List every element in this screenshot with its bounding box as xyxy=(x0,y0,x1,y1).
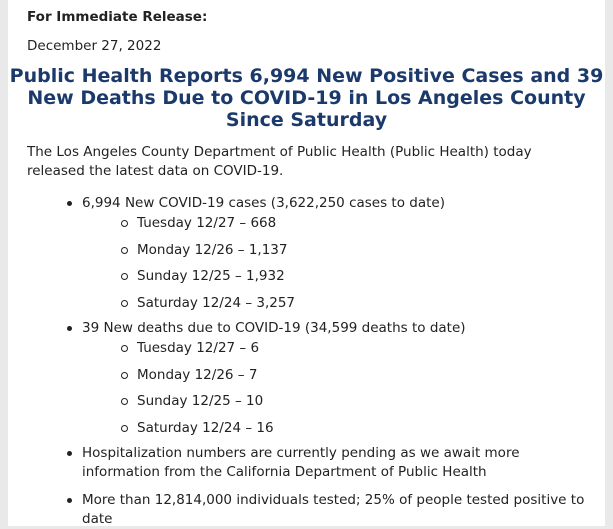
cases-by-day-list: Tuesday 12/27 – 668 Monday 12/26 – 1,137… xyxy=(82,214,597,320)
bullet-text: 39 New deaths due to COVID-19 (34,599 de… xyxy=(82,320,466,336)
deaths-by-day-list: Tuesday 12/27 – 6 Monday 12/26 – 7 Sunda… xyxy=(82,339,597,445)
bullet-new-cases: 6,994 New COVID-19 cases (3,622,250 case… xyxy=(27,194,597,319)
headline: Public Health Reports 6,994 New Positive… xyxy=(9,65,604,131)
sub-list-item: Tuesday 12/27 – 6 xyxy=(82,339,597,366)
bullet-hospitalization: Hospitalization numbers are currently pe… xyxy=(27,444,597,491)
sub-list-item: Sunday 12/25 – 1,932 xyxy=(82,267,597,294)
bullet-testing: More than 12,814,000 individuals tested;… xyxy=(27,491,597,527)
intro-paragraph: The Los Angeles County Department of Pub… xyxy=(27,144,532,179)
sub-list-item: Monday 12/26 – 7 xyxy=(82,366,597,393)
sub-list-item: Saturday 12/24 – 16 xyxy=(82,419,597,446)
press-release-page: For Immediate Release: December 27, 2022… xyxy=(8,0,605,527)
data-bullet-list: 6,994 New COVID-19 cases (3,622,250 case… xyxy=(27,194,597,527)
bullet-new-deaths: 39 New deaths due to COVID-19 (34,599 de… xyxy=(27,319,597,444)
sub-list-item: Sunday 12/25 – 10 xyxy=(82,392,597,419)
sub-list-item: Monday 12/26 – 1,137 xyxy=(82,241,597,268)
release-date: December 27, 2022 xyxy=(27,38,162,54)
sub-list-item: Tuesday 12/27 – 668 xyxy=(82,214,597,241)
release-label: For Immediate Release: xyxy=(27,9,208,25)
bullet-text: 6,994 New COVID-19 cases (3,622,250 case… xyxy=(82,195,445,211)
sub-list-item: Saturday 12/24 – 3,257 xyxy=(82,294,597,321)
bullet-text: More than 12,814,000 individuals tested;… xyxy=(82,492,585,527)
bullet-text: Hospitalization numbers are currently pe… xyxy=(82,445,520,480)
